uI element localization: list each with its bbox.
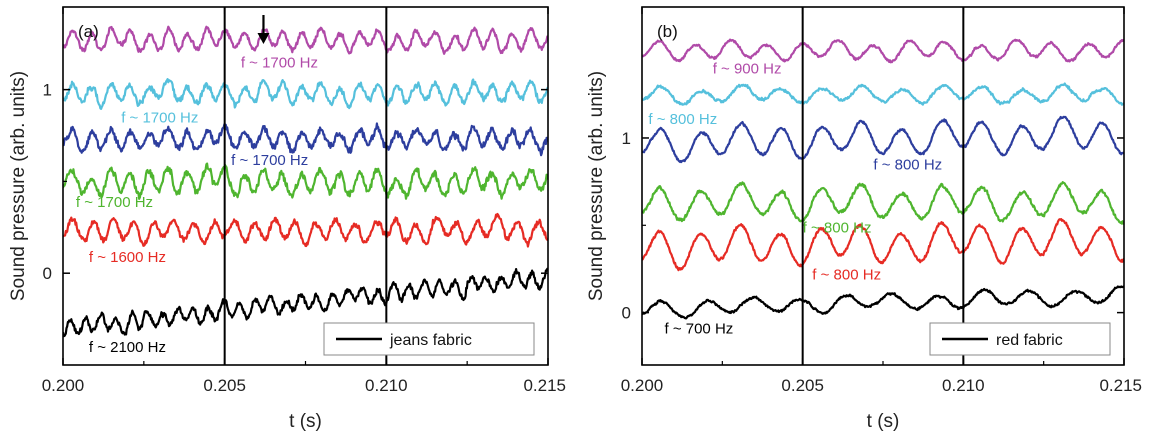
series-line xyxy=(642,218,1124,272)
series-frequency-label: f ~ 800 Hz xyxy=(803,219,872,236)
series-frequency-label: f ~ 800 Hz xyxy=(812,266,881,283)
panel-label: (a) xyxy=(78,22,99,41)
y-tick-label: 0 xyxy=(43,264,52,283)
x-tick-label: 0.205 xyxy=(781,376,824,395)
series-line xyxy=(63,267,548,338)
series-line xyxy=(63,212,548,248)
panel-b: f ~ 900 Hz f ~ 800 Hz f ~ 800 Hz f ~ 800 Hz… xyxy=(586,6,1142,432)
x-tick-label: 0.205 xyxy=(203,376,246,395)
panel-a: f ~ 1700 Hz f ~ 1700 Hz f ~ 1700 Hz f ~ 170… xyxy=(8,6,566,432)
series-frequency-label: f ~ 800 Hz xyxy=(873,156,942,173)
x-tick-label: 0.215 xyxy=(1099,376,1142,395)
y-tick-label: 1 xyxy=(43,81,52,100)
x-tick-label: 0.210 xyxy=(942,376,985,395)
series-frequency-label: f ~ 2100 Hz xyxy=(89,339,166,356)
series-line xyxy=(642,38,1124,64)
series-frequency-label: f ~ 900 Hz xyxy=(713,60,782,77)
series-line xyxy=(642,82,1124,106)
x-tick-label: 0.200 xyxy=(42,376,85,395)
legend-label: red fabric xyxy=(996,332,1063,349)
arrow-head xyxy=(257,33,270,44)
x-axis-title: t (s) xyxy=(867,411,900,432)
x-tick-label: 0.200 xyxy=(621,376,664,395)
x-tick-label: 0.215 xyxy=(523,376,566,395)
legend-label: jeans fabric xyxy=(389,332,472,349)
series-line xyxy=(642,115,1124,164)
series-line xyxy=(642,285,1124,320)
y-tick-label: 0 xyxy=(622,304,631,323)
series-line xyxy=(63,162,548,200)
x-tick-label: 0.210 xyxy=(365,376,408,395)
y-tick-label: 1 xyxy=(622,129,631,148)
series-frequency-label: f ~ 1700 Hz xyxy=(76,194,153,211)
arrow-marker xyxy=(257,15,270,44)
series-frequency-label: f ~ 1700 Hz xyxy=(241,55,318,72)
series-line xyxy=(642,181,1124,225)
series-line xyxy=(63,122,548,157)
series-line xyxy=(63,77,548,111)
legend: red fabric xyxy=(929,322,1111,356)
series-group xyxy=(63,25,548,338)
series-group xyxy=(642,38,1124,320)
y-axis-title: Sound pressure (arb. units) xyxy=(8,71,29,301)
series-frequency-label: f ~ 1600 Hz xyxy=(89,249,166,266)
x-axis-title: t (s) xyxy=(289,411,322,432)
y-axis-title: Sound pressure (arb. units) xyxy=(586,71,607,301)
series-frequency-label: f ~ 1700 Hz xyxy=(121,110,198,127)
series-frequency-label: f ~ 800 Hz xyxy=(648,111,717,128)
series-line xyxy=(63,25,548,55)
panel-label: (b) xyxy=(657,22,678,41)
legend: jeans fabric xyxy=(323,322,535,356)
series-frequency-label: f ~ 1700 Hz xyxy=(231,152,308,169)
series-frequency-label: f ~ 700 Hz xyxy=(664,321,733,338)
